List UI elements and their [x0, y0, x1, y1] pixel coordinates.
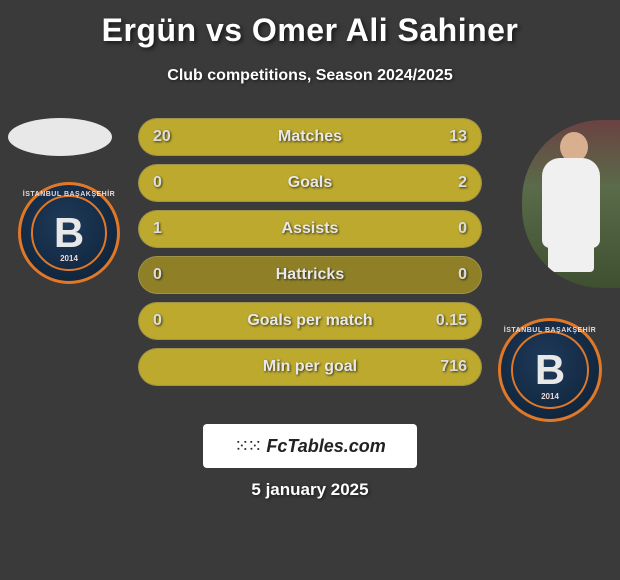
generation-date: 5 january 2025	[0, 480, 620, 500]
player-shorts-icon	[548, 242, 594, 272]
badge-top-text: İSTANBUL BAŞAKŞEHİR	[501, 327, 599, 334]
comparison-title: Ergün vs Omer Ali Sahiner	[0, 0, 620, 49]
player-left-photo	[8, 118, 112, 156]
club-left-badge: İSTANBUL BAŞAKŞEHİR B 2014	[18, 182, 120, 284]
badge-letter: B	[54, 209, 84, 257]
stat-row: Min per goal716	[138, 348, 482, 386]
comparison-subtitle: Club competitions, Season 2024/2025	[0, 67, 620, 85]
stat-row: 20Matches13	[138, 118, 482, 156]
stat-value-right: 2	[417, 174, 467, 192]
stat-row: 0Goals per match0.15	[138, 302, 482, 340]
watermark-text: FcTables.com	[266, 436, 385, 457]
stat-row: 0Goals2	[138, 164, 482, 202]
stats-chart: 20Matches13 0Goals2 1Assists0 0Hattricks0 0G…	[138, 118, 482, 394]
player-body-icon	[542, 158, 600, 248]
stat-row: 0Hattricks0	[138, 256, 482, 294]
badge-top-text: İSTANBUL BAŞAKŞEHİR	[21, 191, 117, 198]
shield-badge-icon: İSTANBUL BAŞAKŞEHİR B 2014	[18, 182, 120, 284]
player-placeholder-icon	[8, 118, 112, 156]
stat-value-right: 0	[417, 220, 467, 238]
stat-value-right: 13	[417, 128, 467, 146]
shield-badge-icon: İSTANBUL BAŞAKŞEHİR B 2014	[498, 318, 602, 422]
badge-letter: B	[535, 346, 565, 394]
stat-value-right: 0.15	[417, 312, 467, 330]
stat-value-right: 0	[417, 266, 467, 284]
club-right-badge: İSTANBUL BAŞAKŞEHİR B 2014	[498, 318, 602, 422]
stat-row: 1Assists0	[138, 210, 482, 248]
watermark: ⁙⁙ FcTables.com	[203, 424, 417, 468]
stat-value-right: 716	[417, 358, 467, 376]
player-right-photo	[522, 120, 620, 288]
